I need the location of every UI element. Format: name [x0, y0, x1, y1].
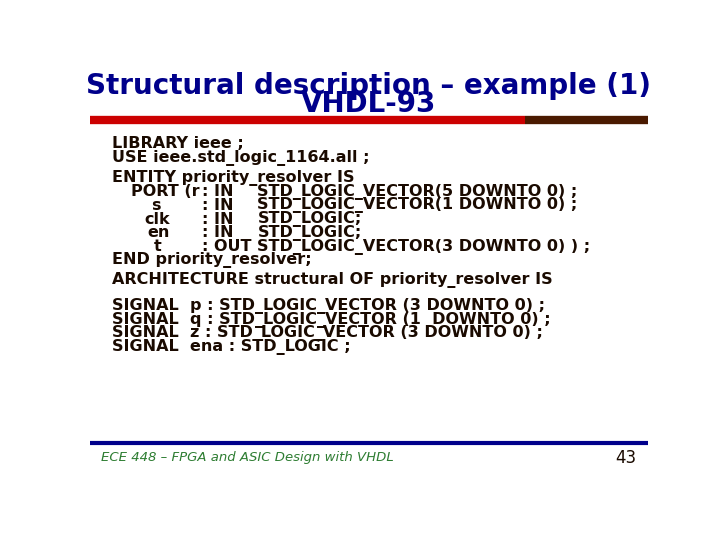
- Text: STD_LOGIC_VECTOR(1 DOWNTO 0) ;: STD_LOGIC_VECTOR(1 DOWNTO 0) ;: [258, 197, 577, 213]
- Text: : IN: : IN: [202, 212, 233, 227]
- Text: ENTITY priority_resolver IS: ENTITY priority_resolver IS: [112, 170, 355, 186]
- Text: VHDL-93: VHDL-93: [301, 90, 437, 118]
- Text: : IN: : IN: [202, 198, 233, 213]
- Text: clk: clk: [145, 212, 171, 227]
- Text: s: s: [151, 198, 161, 213]
- Text: ARCHITECTURE structural OF priority_resolver IS: ARCHITECTURE structural OF priority_reso…: [112, 272, 553, 288]
- Text: SIGNAL  p : STD_LOGIC_VECTOR (3 DOWNTO 0) ;: SIGNAL p : STD_LOGIC_VECTOR (3 DOWNTO 0)…: [112, 298, 545, 314]
- Text: SIGNAL  z : STD_LOGIC_VECTOR (3 DOWNTO 0) ;: SIGNAL z : STD_LOGIC_VECTOR (3 DOWNTO 0)…: [112, 326, 543, 341]
- Text: PORT (r: PORT (r: [131, 184, 199, 199]
- Text: 43: 43: [616, 449, 637, 467]
- Text: t: t: [153, 239, 161, 254]
- Text: LIBRARY ieee ;: LIBRARY ieee ;: [112, 136, 244, 151]
- Text: : OUT: : OUT: [202, 239, 251, 254]
- Text: ECE 448 – FPGA and ASIC Design with VHDL: ECE 448 – FPGA and ASIC Design with VHDL: [101, 451, 394, 464]
- Text: END priority_resolver;: END priority_resolver;: [112, 252, 312, 268]
- Text: Structural description – example (1): Structural description – example (1): [86, 72, 652, 99]
- Text: USE ieee.std_logic_1164.all ;: USE ieee.std_logic_1164.all ;: [112, 150, 370, 166]
- Text: STD_LOGIC_VECTOR(3 DOWNTO 0) ) ;: STD_LOGIC_VECTOR(3 DOWNTO 0) ) ;: [258, 239, 590, 254]
- Text: : IN: : IN: [202, 184, 233, 199]
- Text: SIGNAL  ena : STD_LOGIC ;: SIGNAL ena : STD_LOGIC ;: [112, 339, 351, 355]
- Text: en: en: [147, 225, 169, 240]
- Text: : IN: : IN: [202, 225, 233, 240]
- Text: STD_LOGIC;: STD_LOGIC;: [258, 225, 361, 241]
- Text: STD_LOGIC;: STD_LOGIC;: [258, 211, 361, 227]
- Text: SIGNAL  q : STD_LOGIC_VECTOR (1  DOWNTO 0) ;: SIGNAL q : STD_LOGIC_VECTOR (1 DOWNTO 0)…: [112, 312, 551, 328]
- Text: STD_LOGIC_VECTOR(5 DOWNTO 0) ;: STD_LOGIC_VECTOR(5 DOWNTO 0) ;: [258, 184, 577, 200]
